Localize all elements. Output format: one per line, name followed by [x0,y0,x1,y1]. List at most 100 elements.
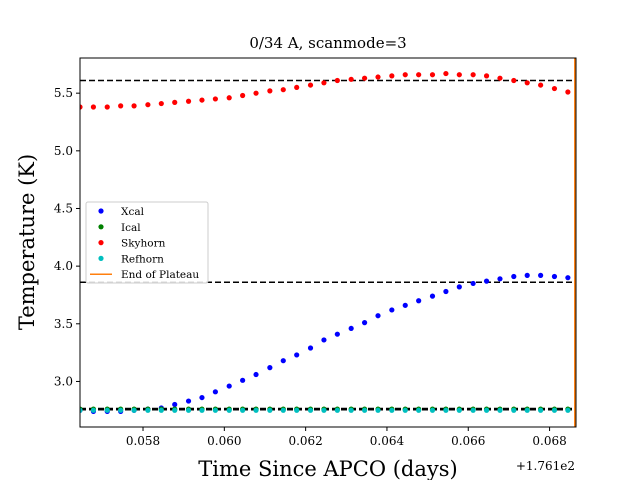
refhorn-point [280,407,286,413]
refhorn-point [389,407,395,413]
refhorn-point [321,407,327,413]
skyhorn-point [280,87,286,93]
skyhorn-point [80,104,83,110]
xcal-point [402,302,408,308]
legend-marker-xcal [98,208,104,214]
skyhorn-point [212,96,218,102]
xcal-point [240,377,246,383]
skyhorn-point [321,80,327,86]
y-axis: 3.0 3.5 4.0 4.5 5.0 5.5 [54,86,80,388]
skyhorn-point [361,75,368,81]
y-tick-label: 5.5 [54,86,73,100]
skyhorn-point [334,77,340,84]
x-tick-label: 0.064 [370,434,405,448]
refhorn-point [131,407,137,413]
refhorn-point [483,407,490,413]
y-axis-label: Temperature (K) [15,154,39,330]
xcal-point [361,320,368,326]
skyhorn-point [172,99,178,105]
plot-area [80,58,576,427]
skyhorn-point [131,103,137,109]
y-tick-label: 4.5 [54,201,73,215]
xcal-point [456,284,462,290]
legend-marker-ical [98,224,104,230]
xcal-point [416,298,422,304]
refhorn-point [375,407,381,413]
xcal-point [443,288,449,295]
refhorn-point [240,407,246,413]
refhorn-point [226,407,232,413]
refhorn-point [185,407,192,413]
y-tick-label: 4.0 [54,259,73,273]
x-tick-label: 0.066 [451,434,485,448]
refhorn-point [511,407,517,413]
xcal-point [185,398,192,404]
skyhorn-point [145,102,151,108]
x-axis: 0.058 0.060 0.062 0.064 0.066 0.068 [126,427,567,448]
xcal-point [565,275,571,281]
xcal-point [538,272,544,278]
xcal-point [483,278,490,284]
refhorn-point [172,407,178,413]
legend-label-xcal: Xcal [121,206,145,218]
refhorn-point [443,407,449,413]
skyhorn-point [253,90,259,96]
xcal-point [551,273,558,280]
skyhorn-point [443,70,449,77]
refhorn-point [348,407,354,413]
xcal-point [470,280,476,287]
chart-title: 0/34 A, scanmode=3 [249,34,406,52]
xcal-point [212,389,218,395]
skyhorn-point [199,97,205,103]
refhorn-point [497,407,503,413]
axes-frame [79,57,577,428]
refhorn-point [253,407,259,413]
xcal-point [267,365,273,371]
xcal-point [334,331,340,337]
xcal-point [511,273,517,280]
skyhorn-point [511,77,517,84]
refhorn-point [416,407,422,413]
refhorn-point [470,407,476,413]
refhorn-point [145,407,151,413]
refhorn-point [456,407,462,413]
skyhorn-point [389,73,395,79]
x-tick-label: 0.062 [288,434,322,448]
xcal-point [524,272,530,278]
xcal-point [497,276,503,282]
skyhorn-point [294,84,300,91]
legend: Xcal Ical Skyhorn Refhorn End of Plateau [85,201,209,284]
refhorn-point [307,407,314,413]
skyhorn-point [456,72,462,78]
xcal-point [321,337,327,343]
x-axis-label: Time Since APCO (days) [198,457,457,480]
skyhorn-point [429,72,436,78]
refhorn-point [294,407,300,413]
xcal-point [199,394,205,401]
skyhorn-point [158,100,164,107]
xcal-point [253,371,259,378]
refhorn-point [565,407,571,413]
skyhorn-point [348,76,354,82]
refhorn-point [361,407,368,413]
y-tick-label: 3.0 [54,374,73,388]
xcal-point [307,345,314,351]
xcal-point [389,307,395,313]
xcal-point [348,325,354,332]
xcal-point [172,401,178,408]
skyhorn-point [524,80,530,86]
x-tick-label: 0.068 [532,434,566,448]
skyhorn-point [185,98,192,104]
refhorn-point [104,407,110,413]
refhorn-point [158,407,164,413]
skyhorn-point [483,73,490,79]
refhorn-point [212,407,218,413]
xcal-point [429,293,436,299]
skyhorn-point [240,92,246,99]
y-tick-label: 5.0 [54,144,73,158]
skyhorn-point [565,89,571,95]
xcal-point [294,352,300,358]
xcal-point [280,358,286,364]
legend-label-ical: Ical [121,222,141,234]
skyhorn-point [307,82,314,88]
